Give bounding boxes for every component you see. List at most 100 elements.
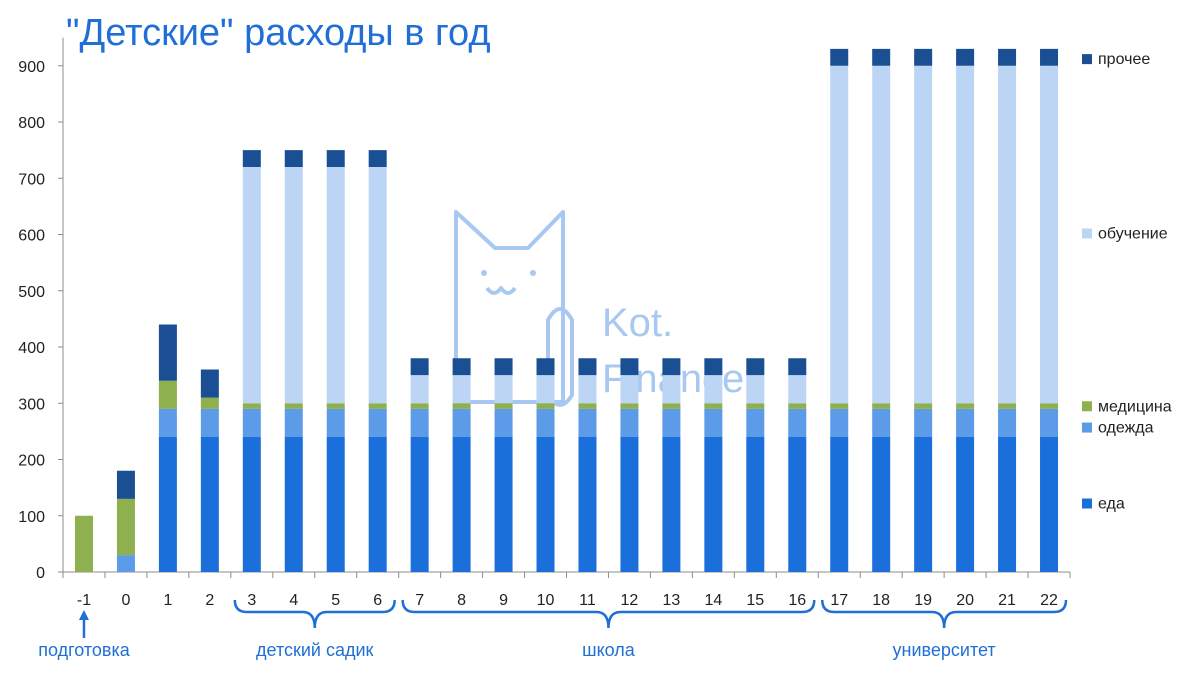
x-tick-label: 9 — [499, 592, 508, 609]
x-tick-label: 10 — [537, 592, 555, 609]
bar-segment — [788, 403, 807, 409]
legend-swatch — [1082, 401, 1092, 412]
brace-icon — [401, 599, 816, 629]
bar-segment — [998, 48, 1017, 66]
bar-segment — [326, 150, 345, 167]
bar-segment — [452, 358, 471, 376]
bar-segment — [494, 437, 513, 572]
bar-segment — [284, 150, 303, 167]
x-tick-label: 1 — [163, 592, 172, 609]
bar-segment — [410, 375, 429, 404]
bar-segment — [452, 403, 471, 409]
bar-segment — [410, 403, 429, 409]
bar-segment — [704, 408, 723, 437]
x-tick-label: -1 — [77, 592, 91, 609]
axes — [58, 37, 1071, 578]
group-label: подготовка — [38, 640, 131, 660]
bar-segment — [704, 403, 723, 409]
x-tick-label: 18 — [872, 592, 890, 609]
x-tick-label: 14 — [704, 592, 722, 609]
bar-segment — [788, 375, 807, 404]
bar-segment — [200, 369, 219, 398]
bar-segment — [914, 408, 933, 437]
bar-segment — [704, 358, 723, 376]
bar-segment — [410, 408, 429, 437]
bar-segment — [1040, 403, 1059, 409]
arrow-head-icon — [78, 610, 89, 620]
bar-segment — [536, 437, 555, 572]
bar-segment — [116, 470, 135, 499]
group-label: школа — [582, 640, 636, 660]
legend-swatch — [1082, 228, 1092, 239]
bar-segment — [158, 437, 177, 572]
x-tick-label: 11 — [579, 592, 596, 609]
bar-segment — [578, 375, 597, 404]
bar-segment — [536, 408, 555, 437]
bar-segment — [1040, 65, 1059, 404]
y-tick-label: 600 — [18, 228, 45, 245]
bar-segment — [536, 358, 555, 376]
bar-segment — [158, 408, 177, 437]
x-tick-label: 16 — [788, 592, 806, 609]
bar-segment — [200, 437, 219, 572]
bar-segment — [158, 380, 177, 409]
bar-segment — [326, 437, 345, 572]
bar-segment — [830, 48, 849, 66]
bar-segment — [326, 403, 345, 409]
bar-segment — [746, 437, 765, 572]
x-tick-label: 4 — [289, 592, 298, 609]
bar-segment — [368, 408, 387, 437]
bar-segment — [242, 167, 261, 404]
bar-segment — [368, 150, 387, 167]
x-tick-label: 5 — [331, 592, 340, 609]
bar-segment — [620, 437, 639, 572]
bar-segment — [662, 403, 681, 409]
bars — [74, 48, 1059, 572]
bar-segment — [872, 403, 891, 409]
bar-segment — [74, 515, 93, 572]
legend-label: еда — [1098, 496, 1125, 513]
y-tick-labels: 0 100 200 300 400 500 600 700 800 900 — [18, 59, 45, 582]
bar-segment — [1040, 437, 1059, 572]
bar-segment — [578, 437, 597, 572]
x-tick-label: 13 — [662, 592, 680, 609]
bar-segment — [872, 437, 891, 572]
x-tick-label: 8 — [457, 592, 466, 609]
bar-segment — [326, 408, 345, 437]
x-tick-label: 20 — [956, 592, 974, 609]
y-tick-label: 900 — [18, 59, 45, 76]
bar-segment — [452, 408, 471, 437]
bar-segment — [536, 375, 555, 404]
x-tick-label: 17 — [830, 592, 848, 609]
x-tick-label: 12 — [621, 592, 639, 609]
bar-segment — [788, 437, 807, 572]
y-tick-label: 700 — [18, 171, 45, 188]
bar-segment — [956, 408, 975, 437]
bar-segment — [368, 437, 387, 572]
bar-segment — [1040, 408, 1059, 437]
bar-segment — [914, 437, 933, 572]
legend-label: одежда — [1098, 420, 1154, 437]
bar-segment — [704, 375, 723, 404]
bar-segment — [998, 403, 1017, 409]
brace-icon — [233, 599, 396, 629]
bar-segment — [872, 65, 891, 404]
x-tick-labels: -1 0 1 2 3 4 5 6 7 8 9 10 11 12 13 14 15 16 17 18 19 20 21 22 — [77, 592, 1058, 609]
bar-segment — [620, 403, 639, 409]
bar-segment — [830, 408, 849, 437]
x-tick-label: 19 — [914, 592, 932, 609]
bar-segment — [494, 403, 513, 409]
bar-segment — [998, 65, 1017, 404]
bar-segment — [914, 48, 933, 66]
bar-segment — [662, 437, 681, 572]
bar-segment — [662, 375, 681, 404]
bar-segment — [578, 403, 597, 409]
bar-segment — [620, 408, 639, 437]
cat-icon — [454, 210, 574, 407]
y-tick-label: 500 — [18, 284, 45, 301]
bar-segment — [830, 437, 849, 572]
bar-segment — [956, 403, 975, 409]
bar-segment — [578, 408, 597, 437]
x-tick-label: 2 — [205, 592, 214, 609]
bar-segment — [704, 437, 723, 572]
